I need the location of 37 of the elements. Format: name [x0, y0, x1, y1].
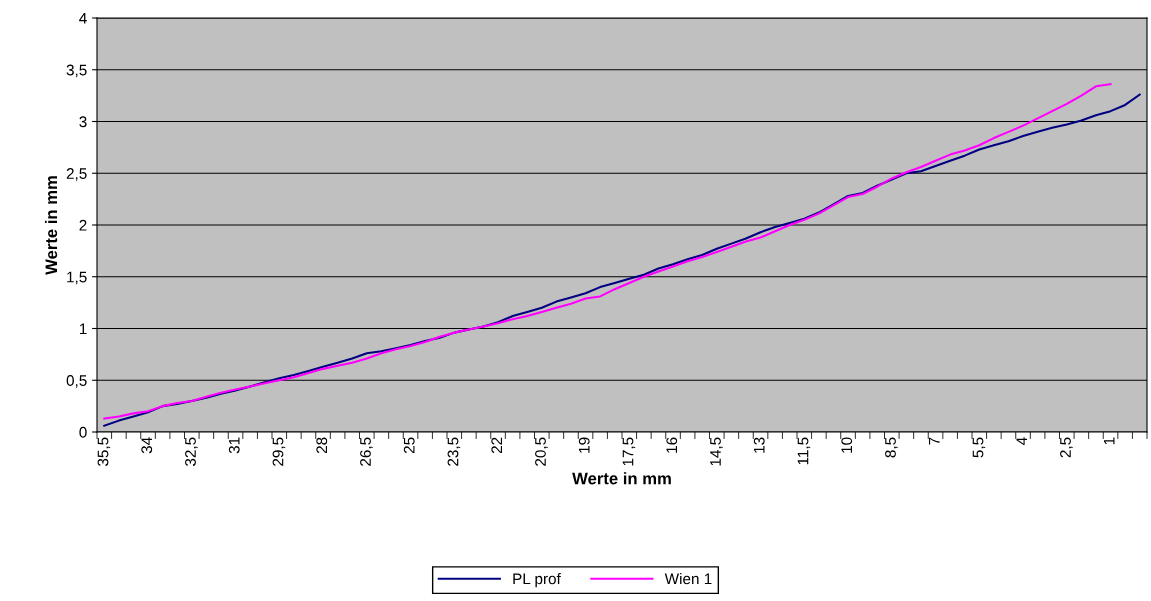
x-tick-label: 31 — [228, 437, 240, 454]
x-tick-label: 2,5 — [1060, 437, 1073, 458]
y-tick-label: 0,5 — [66, 375, 87, 388]
legend-label: PL prof — [513, 573, 561, 588]
x-tick-label: 10 — [841, 437, 853, 453]
y-axis-title: Werte in mm — [44, 176, 58, 275]
y-tick-label: 0 — [79, 426, 87, 438]
x-tick-label: 34 — [141, 437, 153, 454]
y-tick-label: 3,5 — [66, 64, 87, 78]
x-tick-label: 25 — [403, 437, 415, 454]
x-tick-label: 7 — [928, 437, 940, 445]
x-tick-label: 14,5 — [710, 437, 723, 466]
x-tick-label: 8,5 — [885, 437, 898, 458]
x-tick-label: 17,5 — [622, 437, 636, 466]
x-tick-label: 29,5 — [272, 437, 286, 466]
legend-label: Wien 1 — [664, 573, 712, 585]
x-tick-label: 20,5 — [535, 437, 548, 466]
x-tick-label: 19 — [578, 437, 590, 453]
x-tick-label: 35,5 — [97, 437, 111, 467]
x-tick-label: 16 — [666, 437, 678, 453]
x-tick-label: 22 — [491, 437, 502, 454]
y-tick-label: 1 — [79, 323, 87, 335]
x-tick-label: 5,5 — [972, 437, 986, 458]
x-axis-title: Werte in mm — [572, 472, 671, 485]
x-tick-label: 23,5 — [447, 437, 461, 466]
x-tick-label: 26,5 — [360, 437, 373, 466]
y-tick-label: 3 — [79, 116, 87, 128]
y-tick-label: 1,5 — [67, 271, 87, 285]
x-tick-label: 1 — [1103, 437, 1115, 445]
y-tick-label: 4 — [79, 13, 87, 24]
x-tick-label: 13 — [753, 437, 765, 453]
x-tick-label: 32,5 — [185, 437, 198, 467]
y-tick-label: 2,5 — [66, 168, 87, 181]
x-tick-label: 4 — [1016, 437, 1027, 446]
x-tick-label: 28 — [316, 437, 328, 454]
x-tick-label: 11,5 — [797, 437, 811, 465]
y-tick-label: 2 — [79, 219, 87, 231]
